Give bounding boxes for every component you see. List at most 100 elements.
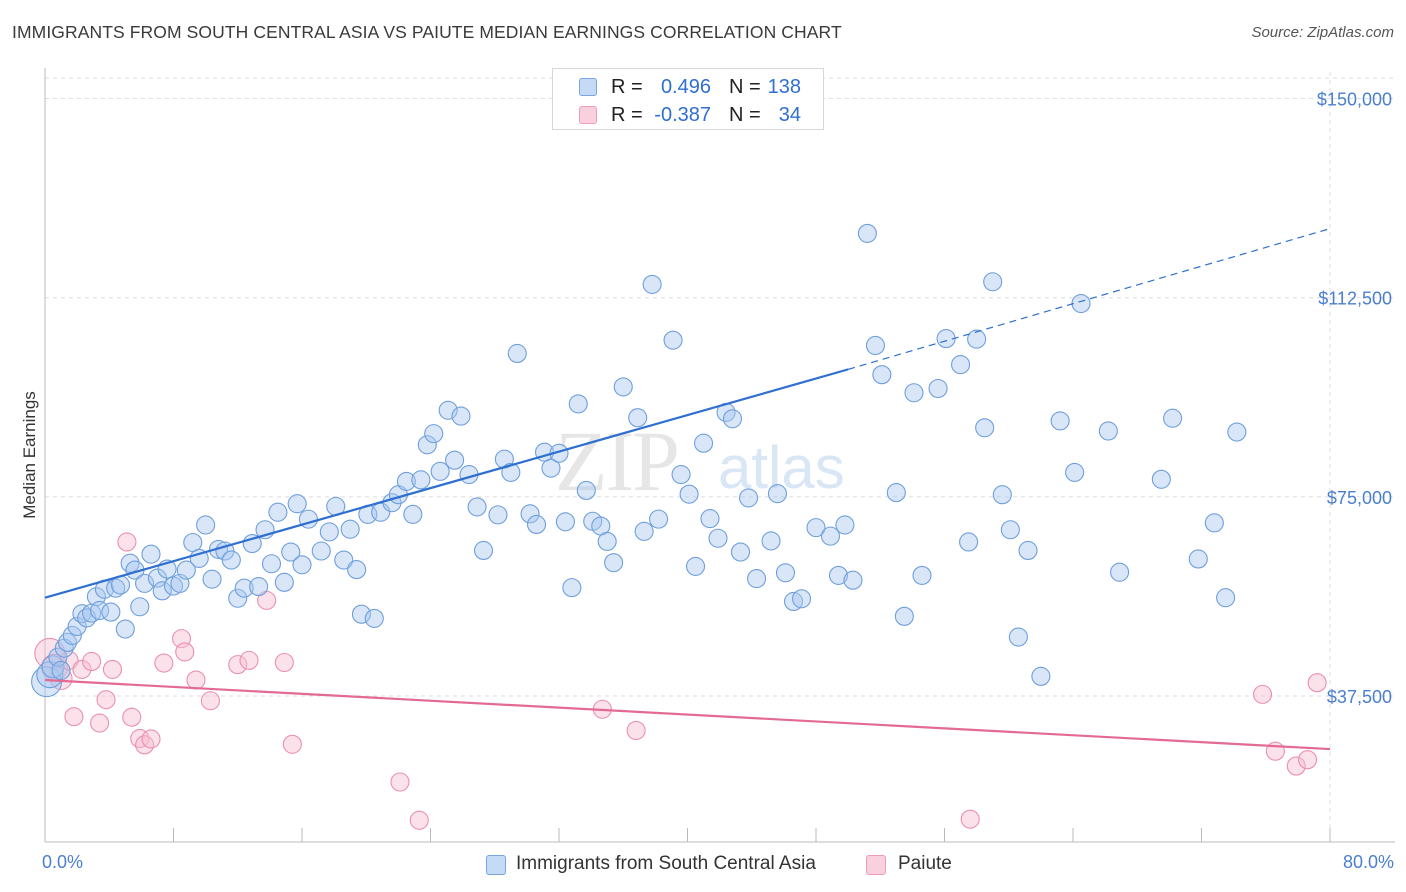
immigrants-point — [281, 542, 301, 562]
immigrants-point — [351, 604, 371, 624]
immigrants-point — [628, 408, 648, 428]
immigrants-point — [152, 581, 172, 601]
paiute-point — [228, 655, 248, 675]
immigrants-point — [520, 504, 540, 524]
immigrants-point — [1188, 549, 1208, 569]
immigrants-point — [1018, 540, 1038, 561]
immigrants-point — [886, 483, 906, 503]
immigrants-point — [1216, 588, 1236, 608]
immigrants-point — [597, 531, 617, 551]
immigrants-point — [340, 519, 360, 539]
immigrants-point — [562, 578, 582, 598]
y-tick-label: $112,500 — [1318, 289, 1392, 309]
immigrants-point — [51, 660, 71, 681]
watermark-zip: ZIP — [555, 413, 678, 509]
paiute-trendline — [44, 678, 1331, 751]
immigrants-point — [135, 573, 155, 593]
immigrants-point — [1110, 562, 1130, 582]
immigrants-point — [292, 555, 312, 575]
paiute-point — [141, 729, 161, 749]
immigrants-point — [228, 588, 248, 608]
immigrants-point — [983, 272, 1003, 292]
immigrants-point — [738, 488, 759, 508]
pink-swatch — [866, 855, 886, 875]
immigrants-point — [1098, 421, 1118, 441]
legend-row-paiute: R = -0.387 N = 34 — [553, 101, 823, 129]
paiute-point — [186, 670, 206, 690]
immigrants-point — [1071, 293, 1091, 314]
immigrants-point — [928, 378, 948, 399]
source-label: Source: ZipAtlas.com — [1251, 24, 1394, 41]
immigrants-point — [1050, 411, 1070, 431]
paiute-point — [72, 659, 92, 679]
immigrants-point — [634, 521, 654, 541]
n-label: N = — [729, 104, 761, 126]
paiute-point — [90, 713, 110, 733]
immigrants-point — [806, 518, 826, 538]
immigrants-point — [912, 565, 932, 585]
y-axis-label: Median Earnings — [20, 391, 39, 519]
immigrants-point — [526, 514, 547, 534]
immigrants-point — [685, 556, 706, 576]
immigrants-point — [274, 572, 294, 592]
legend-label: Paiute — [898, 853, 952, 874]
immigrants-point — [234, 578, 254, 598]
immigrants-points — [31, 223, 1247, 698]
paiute-point — [1297, 750, 1318, 770]
immigrants-point — [613, 377, 633, 397]
immigrants-point — [767, 484, 788, 504]
immigrants-point — [451, 406, 471, 426]
paiute-point — [117, 532, 137, 552]
immigrants-point — [642, 274, 662, 294]
immigrants-point — [1204, 513, 1224, 533]
paiute-point — [82, 651, 102, 671]
r-label: R = — [611, 76, 643, 98]
immigrants-point — [828, 565, 849, 585]
paiute-point — [409, 810, 429, 830]
immigrants-point — [663, 330, 683, 350]
x-tick-label-min: 0.0% — [42, 852, 84, 872]
immigrants-point — [268, 502, 288, 522]
immigrants-point — [196, 515, 216, 535]
paiute-point — [154, 653, 174, 673]
immigrants-point — [1031, 666, 1051, 686]
immigrants-point — [576, 480, 596, 501]
immigrants-point — [334, 550, 354, 570]
series-legend: Immigrants from South Central Asia Paiut… — [0, 852, 1406, 878]
immigrants-point — [130, 597, 150, 617]
paiute-point — [200, 691, 220, 711]
immigrants-point — [1008, 627, 1028, 647]
immigrants-point — [722, 409, 743, 429]
immigrants-point — [967, 329, 987, 349]
y-tick-label: $37,500 — [1327, 687, 1392, 707]
immigrants-point — [1163, 408, 1183, 428]
immigrants-point — [649, 509, 669, 529]
immigrants-point — [438, 400, 458, 420]
immigrants-point — [835, 515, 855, 535]
immigrants-point — [467, 497, 487, 517]
paiute-point — [1286, 756, 1306, 776]
r-value: 0.496 — [660, 76, 711, 98]
immigrants-point — [396, 471, 416, 491]
immigrants-point — [1151, 469, 1171, 489]
watermark: ZIP atlas — [555, 413, 845, 509]
immigrants-point — [959, 532, 979, 552]
immigrants-point — [708, 528, 728, 548]
immigrants-point — [417, 435, 437, 455]
immigrants-point — [424, 424, 444, 444]
immigrants-point — [1000, 520, 1020, 540]
y-tick-labels: $37,500 $75,000 $112,500 $150,000 — [1317, 90, 1392, 707]
blue-swatch — [579, 78, 597, 96]
paiute-point — [239, 650, 259, 670]
immigrants-point — [700, 509, 720, 529]
y-tick-label: $75,000 — [1327, 488, 1392, 508]
trendlines — [44, 228, 1331, 751]
correlation-legend: R = 0.496 N = 138 R = -0.387 N = 34 — [552, 68, 824, 130]
paiute-point — [122, 707, 142, 727]
immigrants-point — [783, 591, 804, 611]
legend-label: Immigrants from South Central Asia — [516, 853, 816, 874]
paiute-point — [960, 809, 980, 829]
immigrants-point — [347, 560, 367, 580]
y-tick-label: $150,000 — [1317, 90, 1392, 110]
